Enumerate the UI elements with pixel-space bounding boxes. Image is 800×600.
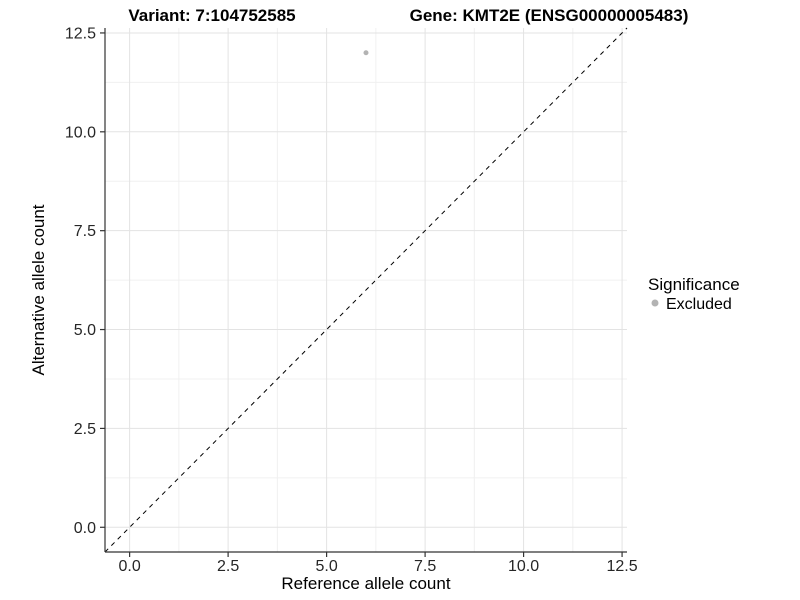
legend: Significance Excluded — [648, 275, 740, 313]
data-point — [363, 50, 369, 56]
plot-title-variant: Variant: 7:104752585 — [128, 6, 295, 25]
x-tick-label: 7.5 — [414, 558, 436, 575]
x-axis-title: Reference allele count — [281, 574, 450, 593]
y-tick-label: 2.5 — [74, 421, 96, 438]
x-tick-label: 2.5 — [217, 558, 239, 575]
legend-key-excluded-dot — [651, 299, 659, 307]
x-tick-label: 5.0 — [315, 558, 337, 575]
y-tick-label: 7.5 — [74, 223, 96, 240]
abline-layer — [104, 27, 628, 553]
legend-label-excluded: Excluded — [666, 296, 732, 313]
y-tick-label: 10.0 — [65, 124, 96, 141]
legend-title: Significance — [648, 275, 740, 294]
y-tick-label: 0.0 — [74, 520, 96, 537]
y-tick-label: 5.0 — [74, 322, 96, 339]
identity-dashed-line — [104, 27, 628, 553]
y-axis-title: Alternative allele count — [29, 204, 48, 375]
x-tick-label: 12.5 — [607, 558, 638, 575]
y-tick-label: 12.5 — [65, 25, 96, 42]
x-tick-label: 10.0 — [508, 558, 539, 575]
plot-title-gene: Gene: KMT2E (ENSG00000005483) — [410, 6, 689, 25]
grid-layer — [105, 28, 627, 552]
points-layer — [363, 50, 369, 56]
axis-layer: 0.0 2.5 5.0 7.5 10.0 12.5 0.0 2.5 5.0 7.5 10.0 12.5 — [65, 25, 638, 575]
x-tick-label: 0.0 — [118, 558, 140, 575]
